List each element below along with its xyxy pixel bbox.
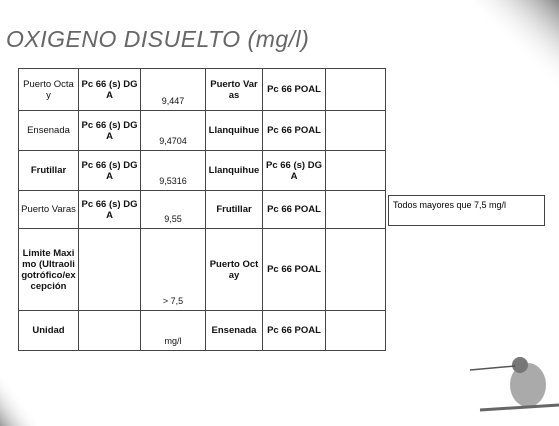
table-cell: Pc 66 POAL: [262, 310, 326, 351]
table-row: Limite Maximo (Ultraoligotrófico/excepci…: [18, 228, 386, 311]
table-cell: Puerto Octay: [18, 68, 79, 111]
table-cell: 9,5316: [140, 150, 206, 191]
table-cell: Puerto Octay: [205, 228, 263, 311]
table-cell: Llanquihue: [205, 150, 263, 191]
table-cell: [325, 68, 386, 111]
table-cell: Frutillar: [205, 190, 263, 229]
table-row: Frutillar Pc 66 (s) DGA 9,5316 Llanquihue Pc…: [18, 150, 386, 191]
table-cell: > 7,5: [140, 228, 206, 311]
data-table: Puerto Octay Pc 66 (s) DGA 9,447 Puerto Var…: [18, 68, 386, 351]
table-cell: Pc 66 POAL: [262, 228, 326, 311]
table-cell: Unidad: [18, 310, 79, 351]
table-row: Puerto Octay Pc 66 (s) DGA 9,447 Puerto Var…: [18, 68, 386, 111]
table-cell: Pc 66 (s) DGA: [78, 68, 141, 111]
table-cell: Pc 66 POAL: [262, 110, 326, 151]
table-cell: 9,55: [140, 190, 206, 229]
table-cell: Llanquihue: [205, 110, 263, 151]
table-cell: Pc 66 (s) DGA: [78, 110, 141, 151]
table-cell: Pc 66 (s) DGA: [78, 150, 141, 191]
table-cell: Ensenada: [18, 110, 79, 151]
table-cell: Pc 66 (s) DGA: [78, 190, 141, 229]
table-cell: Puerto Varas: [18, 190, 79, 229]
table-row: Ensenada Pc 66 (s) DGA 9,4704 Llanquihue Pc …: [18, 110, 386, 151]
table-cell: Ensenada: [205, 310, 263, 351]
table-cell: Limite Maximo (Ultraoligotrófico/excepci…: [18, 228, 79, 311]
table-cell: Pc 66 POAL: [262, 190, 326, 229]
table-row: Puerto Varas Pc 66 (s) DGA 9,55 Frutillar Pc…: [18, 190, 386, 229]
table-cell: 9,447: [140, 68, 206, 111]
table-cell: [78, 310, 141, 351]
table-cell: mg/l: [140, 310, 206, 351]
table-cell: Pc 66 POAL: [262, 68, 326, 111]
table-cell: Frutillar: [18, 150, 79, 191]
table-row: Unidad mg/l Ensenada Pc 66 POAL: [18, 310, 386, 351]
table-cell: [325, 228, 386, 311]
table-cell: Puerto Varas: [205, 68, 263, 111]
table-cell: [78, 228, 141, 311]
note-box: Todos mayores que 7,5 mg/l: [388, 195, 545, 226]
table-cell: [325, 110, 386, 151]
table-cell: [325, 190, 386, 229]
slide-title: OXIGENO DISUELTO (mg/l): [6, 26, 310, 52]
table-cell: Pc 66 (s) DGA: [262, 150, 326, 191]
table-cell: [325, 150, 386, 191]
table-cell: 9,4704: [140, 110, 206, 151]
table-cell: [325, 310, 386, 351]
